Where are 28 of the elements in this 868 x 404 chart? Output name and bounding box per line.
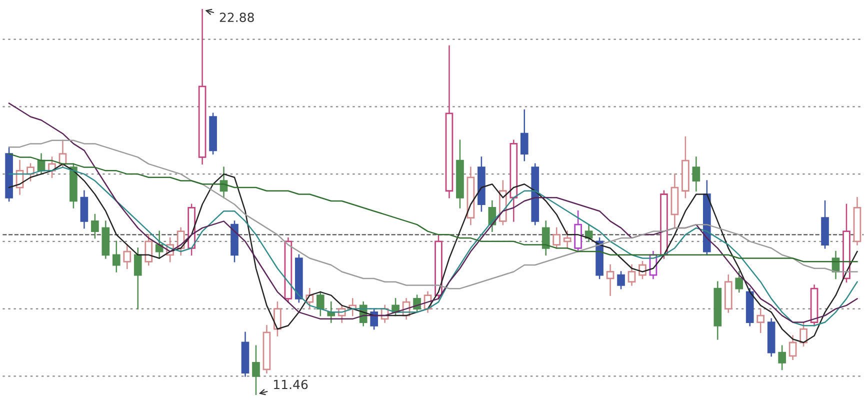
candlestick [112,240,120,272]
candlestick [316,291,324,316]
annotation: 11.46 [274,380,308,390]
candlestick [552,227,561,249]
candlestick [756,308,765,334]
candlestick [800,322,808,346]
candlestick [735,271,744,293]
candlestick [574,210,582,252]
candlestick [542,220,550,256]
annotation: 22.88 [220,12,254,22]
candlestick [80,190,88,229]
candlestick [155,230,164,259]
candlestick [606,264,614,296]
candlestick [252,345,260,396]
candlestick [692,156,700,192]
candlestick [370,308,378,330]
candlestick [413,294,421,313]
candlestick [788,335,797,360]
candlestick [274,301,282,336]
candlestick [520,109,528,162]
candlestick [778,345,786,370]
candlestick [628,264,636,286]
candlestick [144,234,153,266]
candlestick [617,271,625,290]
candlestick [134,248,142,310]
candlestick [563,230,572,249]
candlestick [123,244,132,269]
candlestick [91,214,99,239]
